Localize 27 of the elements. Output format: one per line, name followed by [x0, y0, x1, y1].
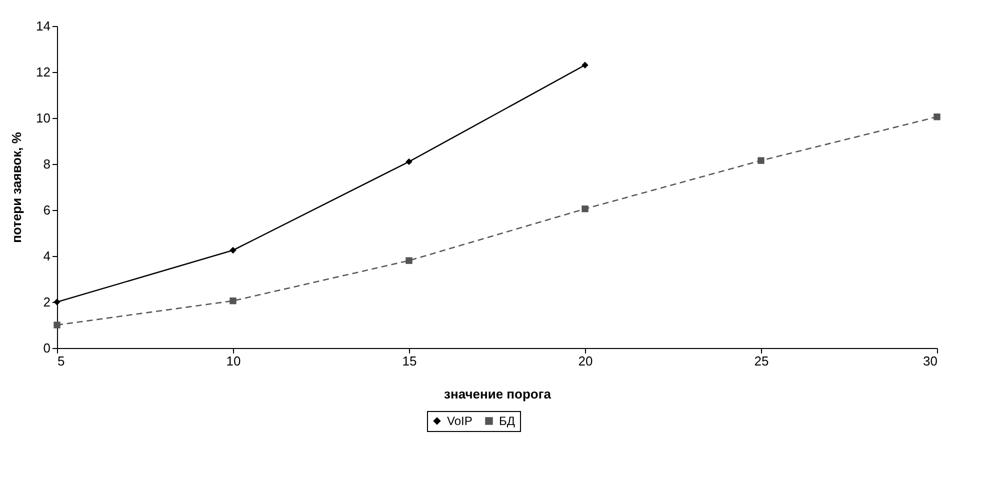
- x-tick-label: 20: [578, 354, 593, 368]
- y-tick-label: 14: [36, 18, 50, 34]
- x-tick-label: 25: [754, 354, 769, 368]
- point: [406, 158, 412, 166]
- y-tick-label: 8: [43, 156, 50, 172]
- y-tick-label: 4: [43, 248, 50, 264]
- y-tick-label: 12: [36, 64, 50, 80]
- y-tick-label: 0: [43, 340, 50, 356]
- point: [758, 157, 764, 164]
- point: [934, 113, 940, 120]
- y-axis-title: потери заявок, %: [9, 132, 24, 243]
- legend-label: VoIP: [447, 414, 472, 428]
- x-tick-label: 10: [226, 354, 241, 368]
- y-tick-label: 10: [36, 110, 50, 126]
- y-tick-label: 2: [43, 294, 50, 310]
- y-tick-label: 6: [43, 202, 50, 218]
- legend-label: БД: [499, 414, 516, 428]
- point: [406, 257, 412, 264]
- x-tick-label: 30: [923, 354, 938, 368]
- point: [582, 205, 588, 212]
- point: [54, 322, 60, 328]
- point: [230, 246, 236, 254]
- point: [230, 297, 236, 304]
- x-tick-label: 5: [58, 354, 65, 368]
- x-axis-title: значение порога: [444, 386, 552, 402]
- point: [582, 62, 588, 68]
- x-tick-label: 15: [402, 354, 417, 368]
